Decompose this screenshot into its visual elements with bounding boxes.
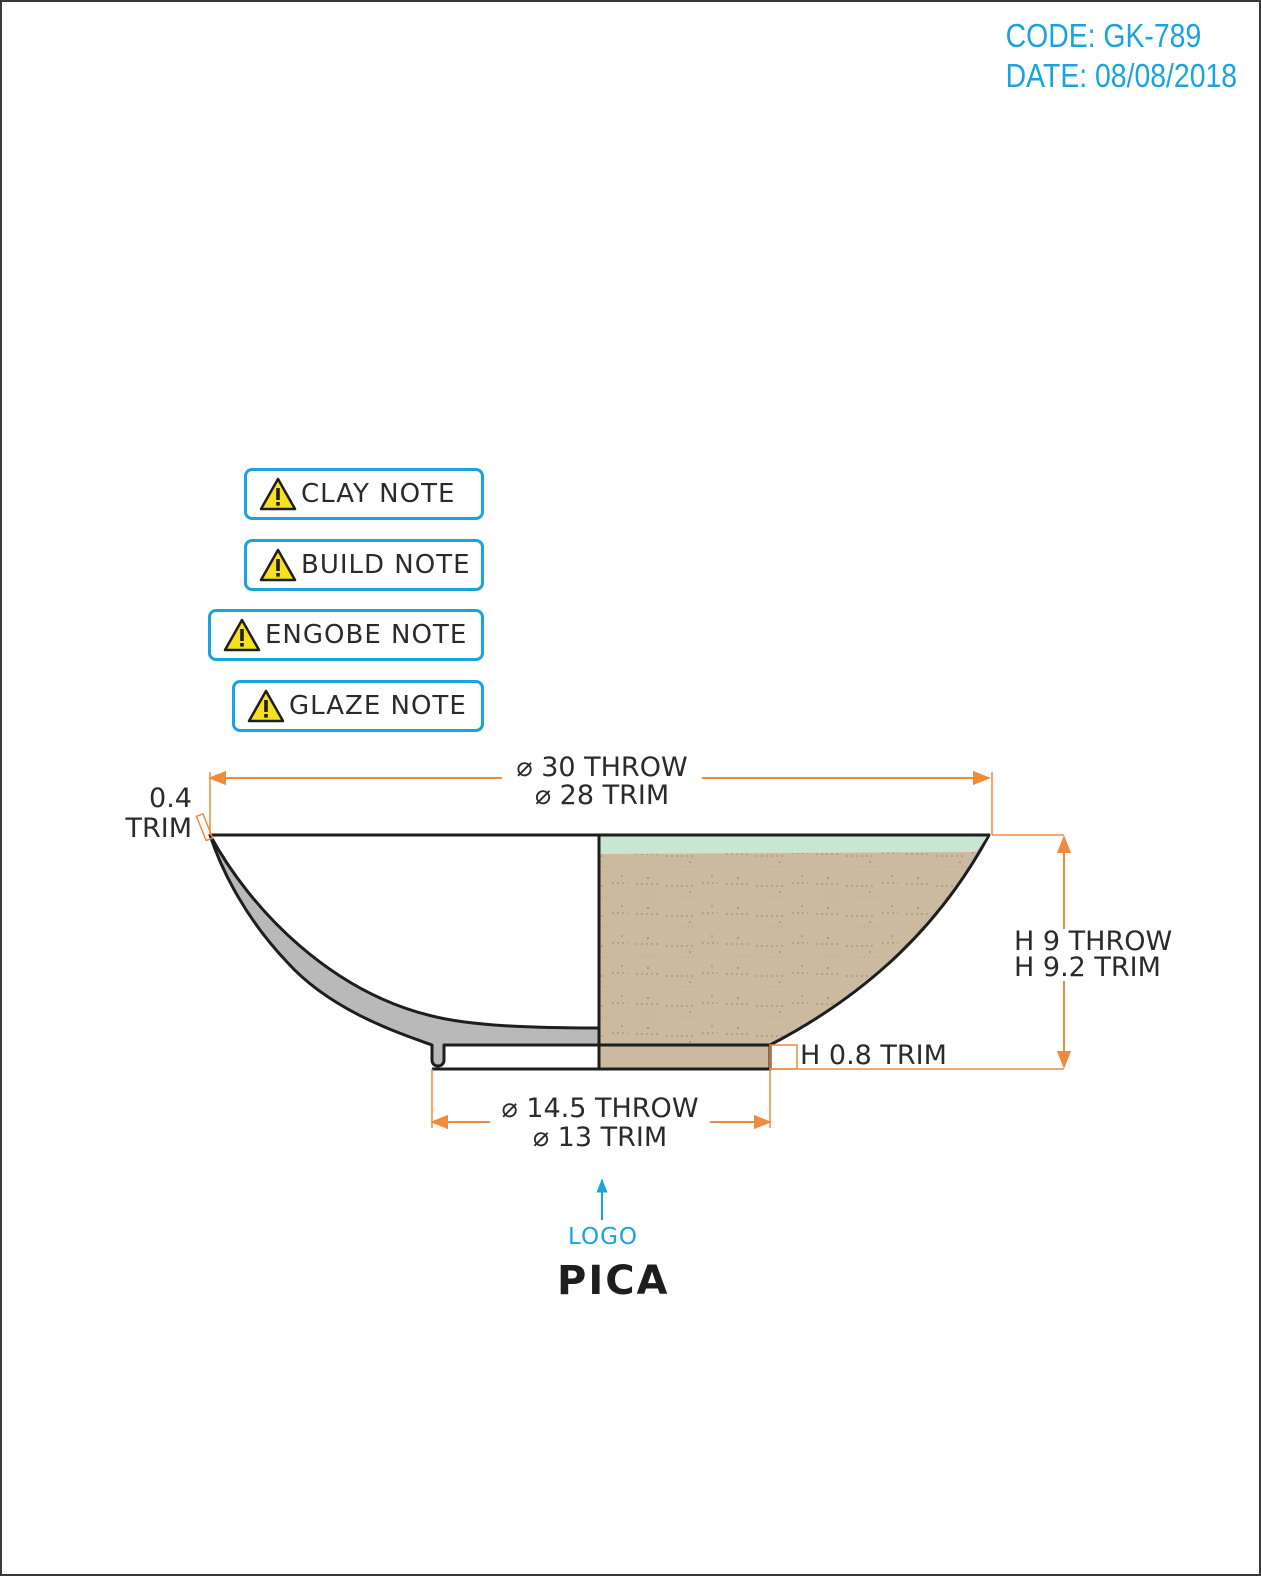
warning-icon (247, 689, 285, 723)
clay-note-label: CLAY NOTE (301, 479, 456, 509)
drawing-date: DATE: 08/08/2018 (1005, 57, 1237, 94)
clay-note-button[interactable]: CLAY NOTE (244, 468, 484, 520)
glaze-band (600, 836, 987, 854)
product-code: CODE: GK-789 (1005, 17, 1202, 54)
warning-icon (259, 477, 297, 511)
bowl-exterior (597, 833, 991, 1047)
sheet-info: CODE: GK-789 DATE: 08/08/2018 (1006, 16, 1237, 96)
engobe-note-button[interactable]: ENGOBE NOTE (208, 609, 484, 661)
logo-label: LOGO (568, 1224, 639, 1250)
foot-throw-text: ⌀ 14.5 THROW (501, 1093, 699, 1124)
foot-trim-text: ⌀ 13 TRIM (532, 1122, 668, 1153)
build-note-label: BUILD NOTE (301, 550, 471, 580)
height-throw-text: H 9 THROW (1014, 926, 1173, 957)
height-dimension-label: H 9 THROW H 9.2 TRIM (1014, 926, 1184, 983)
foot-height-mark (769, 1044, 798, 1070)
build-note-button[interactable]: BUILD NOTE (244, 539, 484, 591)
wall-thickness-mark (195, 812, 214, 842)
brand-logo: PICA (557, 1258, 670, 1304)
foot-height-label: H 0.8 TRIM (800, 1040, 947, 1071)
warning-icon (223, 618, 261, 652)
rim-trim-text: ⌀ 28 TRIM (534, 780, 670, 811)
glaze-note-button[interactable]: GLAZE NOTE (232, 680, 484, 732)
engobe-note-label: ENGOBE NOTE (265, 620, 468, 650)
foot-ring (597, 1043, 772, 1071)
glaze-note-label: GLAZE NOTE (289, 691, 467, 721)
foot-dimension-label: ⌀ 14.5 THROW ⌀ 13 TRIM (490, 1094, 710, 1152)
height-trim-text: H 9.2 TRIM (1014, 952, 1161, 983)
bowl-wall-section (208, 833, 601, 1068)
rim-throw-text: ⌀ 30 THROW (516, 752, 688, 783)
rim-dimension-label: ⌀ 30 THROW ⌀ 28 TRIM (502, 754, 702, 810)
warning-icon (259, 548, 297, 582)
wall-thickness-label: 0.4 TRIM (122, 784, 192, 844)
wall-trim-text: TRIM (125, 813, 192, 844)
wall-value-text: 0.4 (149, 783, 192, 814)
